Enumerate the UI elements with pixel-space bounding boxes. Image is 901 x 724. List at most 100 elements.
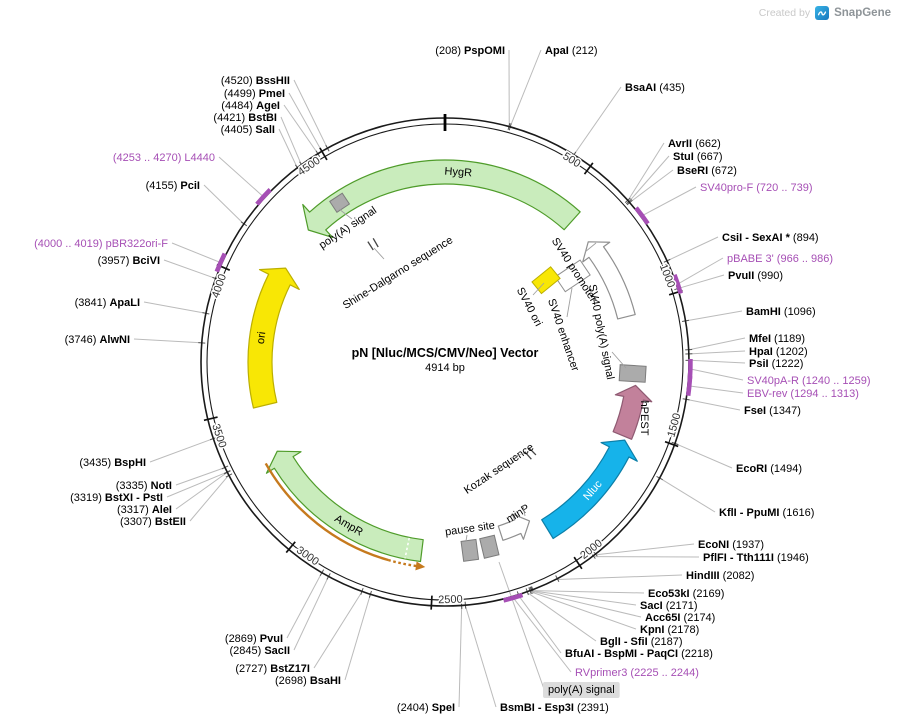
leader-line (689, 337, 746, 351)
leader-line (641, 186, 697, 217)
primer-mark-ebv-rev[interactable] (685, 375, 693, 397)
site-label-alwni[interactable]: (3746) AlwNI (65, 334, 130, 346)
site-label-spei[interactable]: (2404) SpeI (397, 702, 455, 714)
site-label-pflfi-tth111i[interactable]: PflFI - Tth111I (1946) (703, 552, 809, 564)
ampr-promoter-arc-dashed (387, 558, 419, 568)
plasmid-title-block: pN [Nluc/MCS/CMV/Neo] Vector 4914 bp (295, 346, 595, 374)
site-label-apali[interactable]: (3841) ApaLI (75, 297, 140, 309)
feature-pause-site-box[interactable] (460, 538, 480, 562)
feature-minp-arrow[interactable] (497, 513, 531, 541)
site-label-bsphi[interactable]: (3435) BspHI (79, 457, 146, 469)
leader-line (288, 92, 322, 151)
site-label-hindiii[interactable]: HindIII (2082) (686, 570, 754, 582)
site-label-apai[interactable]: ApaI (212) (545, 45, 598, 57)
site-label-bsteii[interactable]: (3307) BstEII (120, 516, 186, 528)
site-label-bfuai-bspmi-paqci[interactable]: BfuAI - BspMI - PaqCI (2218) (565, 648, 713, 660)
site-label-poly-a-signal[interactable]: poly(A) signal (548, 684, 615, 696)
feature-polya-signal-bottom-box[interactable] (479, 534, 500, 559)
ampr-promoter-arc[interactable] (264, 462, 389, 562)
feature-ampr[interactable] (265, 450, 424, 563)
site-label-ebv-rev[interactable]: EBV-rev (1294 .. 1313) (747, 388, 859, 400)
primer-mark-l4440[interactable] (255, 188, 272, 206)
primer-mark-sv40pa-r[interactable] (687, 358, 693, 379)
primer-mark-pbr322ori-f[interactable] (214, 252, 227, 273)
primer-mark-rvprimer3[interactable] (503, 592, 524, 603)
site-label-bsmbi-esp3i[interactable]: BsmBI - Esp3I (2391) (500, 702, 609, 714)
scale-label-2000: 2000 (578, 537, 605, 562)
leader-line (163, 259, 215, 279)
label-connector (338, 208, 353, 220)
site-label-rvprimer3[interactable]: RVprimer3 (2225 .. 2244) (575, 667, 699, 679)
site-label-mfei[interactable]: MfeI (1189) (749, 333, 805, 345)
leader-line (532, 590, 637, 606)
site-label-pbr322ori-f[interactable]: (4000 .. 4019) pBR322ori-F (34, 238, 168, 250)
scale-label-1000: 1000 (657, 262, 677, 289)
feature-kozak-marker (528, 447, 537, 456)
feature-label-pause-site[interactable]: pause site (444, 520, 495, 539)
site-label-acc65i[interactable]: Acc65I (2174) (645, 612, 715, 624)
site-label-bstbi[interactable]: (4421) BstBI (213, 112, 277, 124)
label-connector (584, 242, 597, 253)
leader-line (133, 338, 201, 344)
site-label-bsaai[interactable]: BsaAI (435) (625, 82, 685, 94)
site-label-bgli-sfii[interactable]: BglI - SfiI (2187) (600, 636, 683, 648)
site-label-kpni[interactable]: KpnI (2178) (640, 624, 699, 636)
feature-sv40-enhancer-box[interactable] (554, 259, 591, 293)
site-label-alei[interactable]: (3317) AleI (117, 504, 172, 516)
feature-hpest[interactable] (612, 384, 653, 440)
feature-polya-signal-top-box[interactable] (329, 192, 351, 213)
feature-label-kozak-sequence[interactable]: Kozak sequence (462, 441, 536, 496)
feature-sv40-polya-signal-box[interactable] (618, 364, 647, 383)
site-label-pvui[interactable]: (2869) PvuI (225, 633, 283, 645)
site-label-avrii[interactable]: AvrII (662) (668, 138, 721, 150)
site-label-pmei[interactable]: (4499) PmeI (224, 88, 285, 100)
feature-hygr[interactable] (302, 159, 581, 239)
site-label-hpai[interactable]: HpaI (1202) (749, 346, 808, 358)
feature-label-hpest[interactable]: hPEST (638, 401, 650, 436)
site-label-bsahi[interactable]: (2698) BsaHI (275, 675, 341, 687)
site-label-bseri[interactable]: BseRI (672) (677, 165, 737, 177)
site-label-kfli-ppumi[interactable]: KflI - PpuMI (1616) (719, 507, 814, 519)
site-label-pbabe-3[interactable]: pBABE 3' (966 .. 986) (727, 253, 833, 265)
primer-mark-sv40pro-f[interactable] (634, 206, 650, 225)
site-label-pvuii[interactable]: PvuII (990) (728, 270, 783, 282)
site-label-econi[interactable]: EcoNI (1937) (698, 539, 764, 551)
site-label-l4440[interactable]: (4253 .. 4270) L4440 (113, 152, 215, 164)
site-label-stui[interactable]: StuI (667) (673, 151, 723, 163)
site-label-csii-sexai[interactable]: CsiI - SexAI * (894) (722, 232, 819, 244)
site-label-sali[interactable]: (4405) SalI (221, 124, 275, 136)
site-label-bsshii[interactable]: (4520) BssHII (221, 75, 290, 87)
site-label-sv40pro-f[interactable]: SV40pro-F (720 .. 739) (700, 182, 813, 194)
site-label-fsei[interactable]: FseI (1347) (744, 405, 801, 417)
site-label-bcivi[interactable]: (3957) BciVI (98, 255, 160, 267)
leader-line (689, 350, 746, 355)
feature-nluc[interactable] (541, 439, 638, 540)
site-label-noti[interactable]: (3335) NotI (116, 480, 172, 492)
site-label-bstxi-psti[interactable]: (3319) BstXI - PstI (70, 492, 163, 504)
site-label-bamhi[interactable]: BamHI (1096) (746, 306, 816, 318)
feature-shine-dalgarno-marker (372, 238, 379, 248)
leader-line (677, 257, 724, 285)
feature-ori[interactable] (247, 267, 300, 409)
features-layer (214, 159, 693, 603)
site-label-pspomi[interactable]: (208) PspOMI (435, 45, 505, 57)
site-label-agei[interactable]: (4484) AgeI (221, 100, 280, 112)
site-label-pcii[interactable]: (4155) PciI (146, 180, 200, 192)
leader-line (175, 472, 227, 510)
feature-label-hygr[interactable]: HygR (444, 166, 472, 180)
feature-sv40-ori-box[interactable] (531, 266, 561, 295)
site-label-saci[interactable]: SacI (2171) (640, 600, 698, 612)
feature-label-ori[interactable]: ori (255, 331, 268, 345)
site-label-psii[interactable]: PsiI (1222) (749, 358, 803, 370)
primer-mark-pbabe-3[interactable] (672, 274, 683, 295)
feature-label-shine-dalgarno-sequence[interactable]: Shine-Dalgarno sequence (341, 234, 455, 312)
site-label-eco53ki[interactable]: Eco53kI (2169) (648, 588, 724, 600)
site-label-ecori[interactable]: EcoRI (1494) (736, 463, 802, 475)
site-label-sacii[interactable]: (2845) SacII (229, 645, 290, 657)
leader-line (557, 574, 683, 581)
site-label-bstz17i[interactable]: (2727) BstZ17I (235, 663, 310, 675)
site-label-sv40pa-r[interactable]: SV40pA-R (1240 .. 1259) (747, 375, 871, 387)
leader-line (628, 142, 665, 200)
